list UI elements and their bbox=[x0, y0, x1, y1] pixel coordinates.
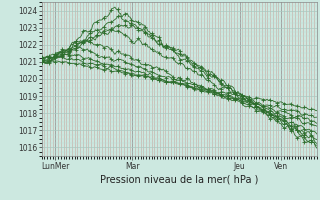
X-axis label: Pression niveau de la mer( hPa ): Pression niveau de la mer( hPa ) bbox=[100, 175, 258, 185]
